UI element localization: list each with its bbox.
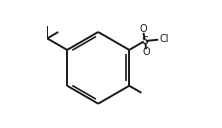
Text: Cl: Cl bbox=[159, 34, 169, 44]
Text: O: O bbox=[143, 47, 150, 57]
Text: O: O bbox=[139, 24, 147, 34]
Text: S: S bbox=[141, 36, 148, 46]
